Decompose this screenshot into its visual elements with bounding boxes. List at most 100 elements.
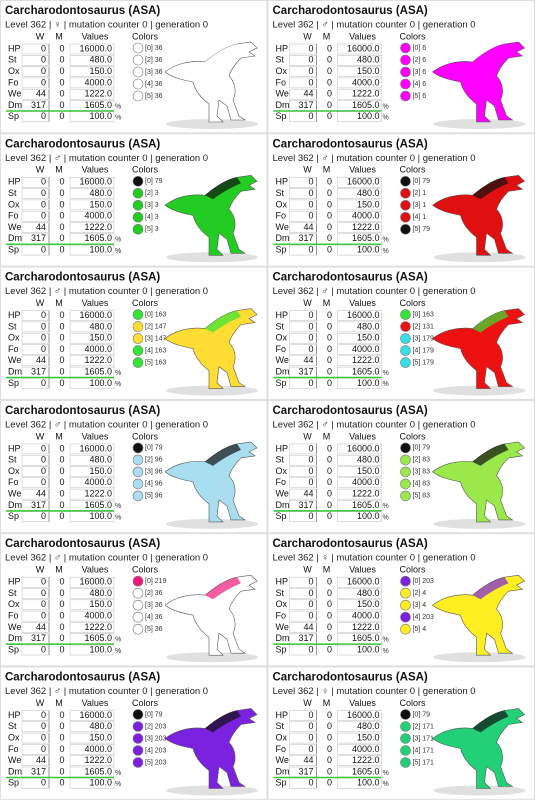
stat-value: 1605.0 bbox=[352, 633, 380, 643]
stat-value: 1605.0 bbox=[84, 100, 112, 110]
stat-name: St bbox=[276, 455, 285, 465]
stat-name: Fo bbox=[8, 610, 19, 620]
dinosaur-image bbox=[432, 41, 526, 123]
stat-w: 0 bbox=[41, 333, 46, 343]
column-header: W bbox=[36, 165, 45, 175]
column-header: Colors bbox=[132, 565, 159, 575]
dinosaur-image bbox=[432, 708, 526, 789]
stat-unit: % bbox=[383, 237, 389, 244]
stat-name: Sp bbox=[276, 244, 287, 254]
stat-w: 0 bbox=[41, 466, 46, 476]
creature-card: Carcharodontosaurus (ASA) Level 362 | ♂ |… bbox=[0, 533, 268, 667]
stat-w: 0 bbox=[41, 177, 46, 187]
stat-name: St bbox=[8, 455, 17, 465]
stat-m: 0 bbox=[327, 644, 332, 654]
column-header: Values bbox=[349, 565, 376, 575]
stat-m: 0 bbox=[59, 622, 64, 632]
dinosaur-back bbox=[472, 443, 509, 466]
stat-unit: % bbox=[115, 770, 121, 777]
stat-w: 0 bbox=[308, 466, 313, 476]
stat-w: 317 bbox=[31, 633, 46, 643]
stat-m: 0 bbox=[327, 721, 332, 731]
stat-name: St bbox=[276, 321, 285, 331]
color-swatch bbox=[400, 90, 411, 102]
stat-w: 0 bbox=[308, 477, 313, 487]
color-label: [0] 203 bbox=[413, 578, 435, 585]
stat-name: Dm bbox=[8, 500, 22, 510]
stat-name: Fo bbox=[276, 610, 287, 620]
stat-value: 4000.0 bbox=[352, 211, 380, 221]
stat-m: 0 bbox=[59, 477, 64, 487]
stat-m: 0 bbox=[59, 310, 64, 320]
color-label: [3] 6 bbox=[413, 69, 427, 76]
stat-m: 0 bbox=[59, 344, 64, 354]
stat-m: 0 bbox=[327, 443, 332, 453]
stat-value-box bbox=[69, 111, 115, 123]
stat-name: St bbox=[8, 321, 17, 331]
stat-value: 1605.0 bbox=[352, 233, 380, 243]
column-header: Colors bbox=[132, 431, 159, 441]
column-header: W bbox=[303, 165, 312, 175]
creature-card: Carcharodontosaurus (ASA) Level 362 | ♂ |… bbox=[267, 133, 535, 267]
column-header: M bbox=[323, 298, 331, 308]
stat-value-box bbox=[337, 477, 382, 489]
stat-value-box bbox=[69, 644, 115, 656]
stat-value: 150.0 bbox=[89, 66, 112, 76]
stat-value: 16000.0 bbox=[79, 577, 112, 587]
stat-value: 150.0 bbox=[357, 199, 380, 209]
stat-value-box bbox=[337, 77, 382, 89]
stat-m: 0 bbox=[59, 244, 64, 254]
stat-m: 0 bbox=[59, 488, 64, 498]
stat-w: 0 bbox=[308, 111, 313, 121]
stat-w: 44 bbox=[36, 622, 46, 632]
stat-value-box bbox=[69, 199, 115, 211]
stat-name: We bbox=[8, 89, 21, 99]
stat-name: St bbox=[276, 588, 285, 598]
stat-name: Ox bbox=[8, 466, 20, 476]
stat-w: 0 bbox=[308, 66, 313, 76]
stat-value-box bbox=[337, 344, 382, 355]
stat-w: 0 bbox=[308, 732, 313, 742]
column-header: W bbox=[303, 31, 312, 41]
stat-value: 100.0 bbox=[89, 778, 112, 788]
stat-w: 0 bbox=[308, 599, 313, 609]
color-label: [5] 179 bbox=[413, 359, 435, 366]
color-swatch bbox=[132, 78, 144, 90]
stat-name: St bbox=[8, 721, 17, 731]
stat-value-box bbox=[337, 188, 382, 199]
stat-value-box bbox=[337, 778, 382, 789]
color-swatch bbox=[132, 757, 144, 768]
stat-m: 0 bbox=[59, 744, 64, 754]
stat-value: 100.0 bbox=[89, 511, 112, 521]
column-header: W bbox=[36, 565, 45, 575]
stat-name: Ox bbox=[8, 732, 20, 742]
stat-m: 0 bbox=[327, 466, 332, 476]
column-header: M bbox=[55, 165, 63, 175]
stat-w: 317 bbox=[298, 633, 313, 643]
stat-name: St bbox=[8, 188, 17, 198]
dinosaur-back bbox=[205, 710, 241, 733]
stat-w: 44 bbox=[36, 755, 46, 765]
stat-w: 0 bbox=[41, 321, 46, 331]
color-label: [2] 83 bbox=[413, 457, 431, 464]
stat-w: 44 bbox=[36, 222, 46, 232]
color-label: [2] 36 bbox=[145, 57, 163, 64]
stat-m: 0 bbox=[327, 766, 332, 776]
stat-value-box bbox=[337, 355, 382, 367]
stat-value: 16000.0 bbox=[347, 443, 380, 453]
dinosaur-image bbox=[164, 308, 258, 389]
stat-name: St bbox=[276, 721, 285, 731]
stat-m: 0 bbox=[59, 599, 64, 609]
stat-w: 0 bbox=[308, 244, 313, 254]
stat-value: 480.0 bbox=[357, 721, 380, 731]
stat-w: 0 bbox=[308, 211, 313, 221]
stat-name: Dm bbox=[276, 366, 290, 376]
stat-w: 317 bbox=[31, 100, 46, 110]
column-header: Colors bbox=[132, 298, 159, 308]
stat-m: 0 bbox=[327, 43, 332, 53]
stat-m: 0 bbox=[327, 744, 332, 754]
card-title: Carcharodontosaurus (ASA) bbox=[273, 405, 428, 417]
stat-name: Sp bbox=[276, 644, 287, 654]
card-info: Level 362 | ♂ | mutation counter 0 | gen… bbox=[5, 686, 208, 697]
color-label: [5] 171 bbox=[413, 759, 435, 766]
